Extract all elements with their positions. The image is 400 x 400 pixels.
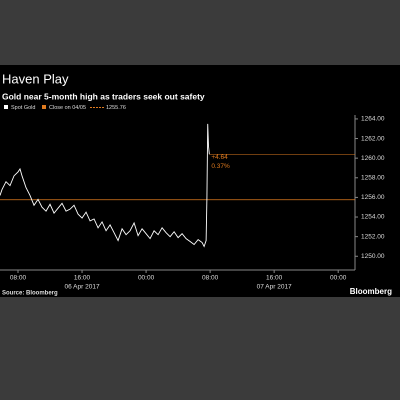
- x-tick-label: 08:00: [10, 275, 27, 282]
- x-tick-label: 00:00: [138, 275, 155, 282]
- annotation: 0.37%: [211, 163, 230, 170]
- brand: Bloomberg: [350, 287, 392, 296]
- y-tick-label: 1258.00: [361, 175, 385, 182]
- annotation: +4.64: [211, 154, 228, 161]
- source: Source: Bloomberg: [2, 291, 58, 297]
- legend-label: Spot Gold: [11, 105, 35, 111]
- x-tick-label: 16:00: [74, 275, 91, 282]
- legend-value: 1255.76: [106, 105, 126, 111]
- date-label: 07 Apr 2017: [257, 284, 292, 291]
- y-tick-label: 1260.00: [361, 155, 385, 162]
- legend-swatch: [42, 105, 46, 109]
- x-tick-label: 00:00: [330, 275, 347, 282]
- y-tick-label: 1256.00: [361, 194, 385, 201]
- chart-subtitle: Gold near 5-month high as traders seek o…: [2, 91, 205, 101]
- date-label: 06 Apr 2017: [65, 284, 100, 291]
- y-tick-label: 1264.00: [361, 116, 385, 123]
- x-tick-label: 08:00: [202, 275, 219, 282]
- panel: [0, 65, 400, 297]
- y-tick-label: 1250.00: [361, 253, 385, 260]
- legend-swatch: [4, 105, 8, 109]
- chart-title: Haven Play: [2, 71, 69, 86]
- y-tick-label: 1254.00: [361, 214, 385, 221]
- x-tick-label: 16:00: [266, 275, 283, 282]
- y-tick-label: 1252.00: [361, 233, 385, 240]
- price-line: [0, 123, 210, 248]
- y-tick-label: 1262.00: [361, 135, 385, 142]
- legend-label: Close on 04/05: [49, 105, 86, 111]
